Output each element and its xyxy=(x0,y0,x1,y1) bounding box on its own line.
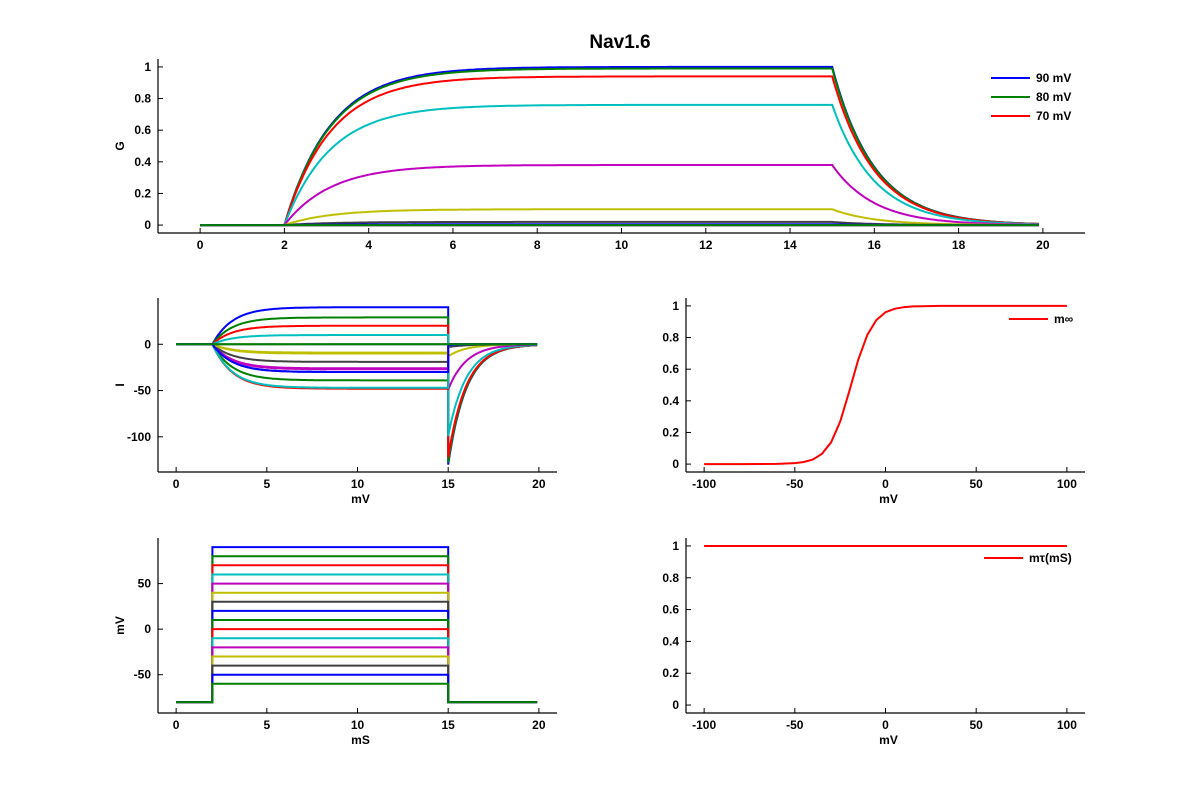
trace-70mV xyxy=(200,75,1039,227)
y-tick-label: 0.8 xyxy=(662,571,679,585)
x-axis-label: mV xyxy=(351,492,370,506)
y-tick-label: 0 xyxy=(144,218,151,232)
y-tick-label: 0.2 xyxy=(662,425,679,439)
x-tick-label: -50 xyxy=(786,718,804,732)
y-tick-label: 0.4 xyxy=(134,155,151,169)
x-tick-label: -100 xyxy=(692,718,716,732)
trace--50mV xyxy=(176,673,538,704)
m_inf-axes: -100 -50 0 50 100 0 0.2 0.4 0.6 0.8 1 mV m∞ xyxy=(662,298,1085,506)
legend-label: mτ(mS) xyxy=(1029,551,1072,565)
legend-label: 70 mV xyxy=(1036,109,1071,123)
trace-60mV xyxy=(176,334,538,437)
x-tick-label: 15 xyxy=(442,477,456,491)
y-tick-label: 0 xyxy=(672,698,679,712)
legend-label: 90 mV xyxy=(1036,71,1071,85)
x-tick-label: -100 xyxy=(692,477,716,491)
y-tick-label: 0.4 xyxy=(662,394,679,408)
y-axis-label: G xyxy=(113,141,127,150)
x-tick-label: 6 xyxy=(450,238,457,252)
legend: m∞ xyxy=(1009,312,1073,326)
y-tick-label: 0.4 xyxy=(662,634,679,648)
x-tick-label: 0 xyxy=(197,238,204,252)
x-tick-label: 16 xyxy=(868,238,882,252)
trace-30mV xyxy=(176,600,538,704)
y-tick-label: 0 xyxy=(144,337,151,351)
y-tick-label: 0 xyxy=(672,457,679,471)
x-tick-label: 5 xyxy=(263,718,270,732)
y-axis-label: I xyxy=(113,383,127,386)
figure-title: Nav1.6 xyxy=(589,32,650,53)
x-tick-label: 15 xyxy=(442,718,456,732)
trace-90mV xyxy=(176,306,538,465)
series-line xyxy=(704,304,1067,466)
conductance-axes: 0 2 4 6 8 10 12 14 16 18 20 0 0.2 0.4 0.6 0.8 1 G 90 mV 80 … xyxy=(113,59,1085,252)
y-tick-label: 50 xyxy=(138,577,152,591)
x-tick-label: 100 xyxy=(1057,477,1077,491)
trace-40mV xyxy=(200,208,1039,227)
current-axes: 0 5 10 15 20 -100 -50 0 mV I xyxy=(113,298,557,506)
x-tick-label: 0 xyxy=(173,477,180,491)
y-tick-label: 0.2 xyxy=(134,186,151,200)
y-tick-label: -50 xyxy=(134,384,152,398)
y-tick-label: 0.6 xyxy=(662,603,679,617)
x-tick-label: 20 xyxy=(532,477,546,491)
x-tick-label: 50 xyxy=(970,477,984,491)
x-tick-label: 100 xyxy=(1057,718,1077,732)
x-tick-label: 10 xyxy=(351,718,365,732)
x-tick-label: 18 xyxy=(952,238,966,252)
y-axis-label: mV xyxy=(113,616,127,635)
trace-50mV xyxy=(176,343,538,390)
trace-10mV xyxy=(176,619,538,704)
legend-label: m∞ xyxy=(1054,312,1073,326)
y-tick-label: -50 xyxy=(134,668,152,682)
y-tick-label: 1 xyxy=(672,299,679,313)
y-tick-label: 0.6 xyxy=(662,362,679,376)
x-tick-label: 0 xyxy=(882,477,889,491)
y-tick-label: 0.2 xyxy=(662,666,679,680)
trace-80mV xyxy=(200,67,1039,227)
legend: 90 mV 80 mV 70 mV xyxy=(991,71,1071,123)
x-axis-label: mV xyxy=(879,733,898,747)
y-tick-label: -100 xyxy=(127,430,151,444)
x-tick-label: 20 xyxy=(1036,238,1050,252)
x-tick-label: 2 xyxy=(281,238,288,252)
y-tick-label: 0.8 xyxy=(662,331,679,345)
x-axis-label: mV xyxy=(879,492,898,506)
x-tick-label: 12 xyxy=(699,238,713,252)
y-tick-label: 0.6 xyxy=(134,123,151,137)
x-tick-label: 5 xyxy=(263,477,270,491)
x-tick-label: 14 xyxy=(783,238,797,252)
x-tick-label: 8 xyxy=(534,238,541,252)
trace-60mV xyxy=(200,103,1039,227)
voltage-axes: 0 5 10 15 20 -50 0 50 mS mV xyxy=(113,538,557,747)
x-tick-label: 20 xyxy=(532,718,546,732)
m_tau-axes: -100 -50 0 50 100 0 0.2 0.4 0.6 0.8 1 mV mτ(mS) xyxy=(662,538,1085,747)
y-tick-label: 0.8 xyxy=(134,92,151,106)
x-tick-label: 0 xyxy=(882,718,889,732)
x-tick-label: 10 xyxy=(615,238,629,252)
y-tick-label: 1 xyxy=(672,539,679,553)
legend-label: 80 mV xyxy=(1036,90,1071,104)
trace--60mV xyxy=(176,682,538,704)
x-axis-label: mS xyxy=(351,733,370,747)
trace-70mV xyxy=(176,564,538,704)
legend: mτ(mS) xyxy=(984,551,1072,565)
x-tick-label: 0 xyxy=(173,718,180,732)
x-tick-label: 4 xyxy=(365,238,372,252)
y-tick-label: 0 xyxy=(144,622,151,636)
x-tick-label: -50 xyxy=(786,477,804,491)
x-tick-label: 50 xyxy=(970,718,984,732)
trace-90mV xyxy=(176,546,538,704)
x-tick-label: 10 xyxy=(351,477,365,491)
y-tick-label: 1 xyxy=(144,60,151,74)
trace-70mV xyxy=(176,324,538,458)
trace--30mV xyxy=(176,655,538,704)
trace-50mV xyxy=(200,164,1039,227)
